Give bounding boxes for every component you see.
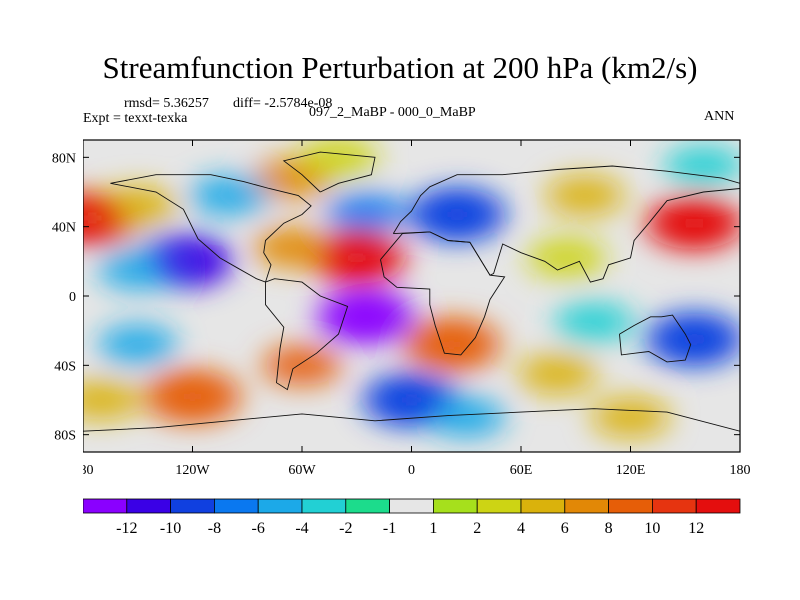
coastline (392, 165, 740, 283)
x-tick-label: 120E (616, 463, 646, 478)
contour-core (672, 328, 717, 351)
coastline (282, 151, 376, 193)
contour-feature (298, 140, 379, 178)
contour-core (83, 207, 115, 229)
x-tick-label: 120W (175, 463, 210, 478)
contour-feature (262, 345, 342, 386)
contour-feature (590, 397, 671, 438)
colorbar-swatch (389, 498, 434, 514)
colorbar-label: 1 (429, 520, 437, 537)
coastline (83, 408, 740, 432)
colorbar-label: -8 (208, 520, 221, 537)
colorbar-label: -2 (339, 520, 352, 537)
colorbar-label: 8 (605, 520, 613, 537)
colorbar-label: -12 (116, 520, 137, 537)
contour-core (334, 246, 379, 269)
contour-feature (663, 146, 740, 186)
contour-core (435, 203, 480, 226)
chart-title: Streamfunction Perturbation at 200 hPa (… (102, 50, 698, 85)
contour-feature (97, 250, 178, 290)
colorbar-label: -1 (383, 520, 396, 537)
x-tick-label: 180 (83, 463, 94, 478)
colorbar-label: 4 (517, 520, 525, 537)
colorbar-swatch (608, 498, 653, 514)
x-tick-label: 60W (288, 463, 316, 478)
y-tick-label: 80S (54, 429, 76, 444)
diff-label: diff= -2.5784e-08 (233, 96, 333, 111)
colorbar-swatch (301, 498, 347, 514)
contour-core (389, 389, 434, 411)
colorbar-swatch (652, 498, 697, 514)
contour-feature (252, 227, 333, 268)
colorbar-swatch (126, 498, 171, 514)
contour-feature (97, 324, 178, 365)
y-tick-label: 40N (52, 221, 76, 236)
x-tick-label: 60E (510, 463, 533, 478)
y-axis-labels: 80N 40N 0 40S 80S (52, 151, 76, 444)
map-panel: 180 120W 60W 0 60E 120E 180 (83, 139, 751, 478)
x-tick-label: 180 (730, 463, 751, 478)
colorbar-swatch (257, 498, 303, 514)
colorbar-swatch (345, 498, 390, 514)
coastline (265, 278, 349, 391)
colorbar-label: -6 (252, 520, 265, 537)
colorbar-label: 12 (688, 520, 704, 537)
experiment-label: Expt = texxt-texka (83, 111, 188, 126)
colorbar-swatch (564, 498, 609, 514)
colorbar-swatch (170, 498, 215, 514)
colorbar-label: -4 (295, 520, 308, 537)
colorbar-label: -10 (160, 520, 181, 537)
contour-core (170, 385, 215, 408)
contour-feature (426, 397, 507, 438)
contour-feature (97, 185, 178, 226)
colorbar-swatch (476, 498, 522, 514)
y-tick-label: 40S (54, 359, 76, 374)
y-tick-label: 80N (52, 151, 76, 166)
colorbar-label: 10 (644, 520, 660, 537)
contour-feature (189, 175, 269, 216)
contour-core (429, 333, 474, 356)
colorbar: -12 -10 -8 -6 -4 -2 -1 1 2 4 6 8 10 12 (83, 498, 741, 537)
y-tick-label: 0 (69, 290, 76, 305)
streamfunction-field (83, 140, 740, 452)
contour-feature (325, 192, 406, 233)
colorbar-label: 6 (561, 520, 569, 537)
coastlines (83, 151, 740, 432)
x-tick-label: 0 (408, 463, 415, 478)
colorbar-swatch (83, 498, 128, 514)
rmsd-label: rmsd= 5.36257 (124, 96, 209, 111)
colorbar-swatch (432, 498, 478, 514)
contour-feature (526, 237, 607, 278)
colorbar-swatch (520, 498, 566, 514)
season-label: ANN (704, 109, 735, 124)
coastline (619, 314, 692, 363)
colorbar-label: 2 (473, 520, 481, 537)
contour-feature (517, 354, 598, 394)
contour-feature (83, 380, 142, 420)
contour-core (672, 212, 717, 235)
contour-feature (554, 302, 634, 342)
colorbar-swatch (695, 498, 741, 514)
contour-core (343, 305, 388, 328)
case-label: 097_2_MaBP - 000_0_MaBP (309, 105, 476, 120)
coastline (380, 231, 506, 356)
contour-feature (544, 175, 625, 216)
colorbar-swatch (213, 498, 259, 514)
coastline (110, 174, 312, 283)
contour-core (161, 250, 206, 273)
